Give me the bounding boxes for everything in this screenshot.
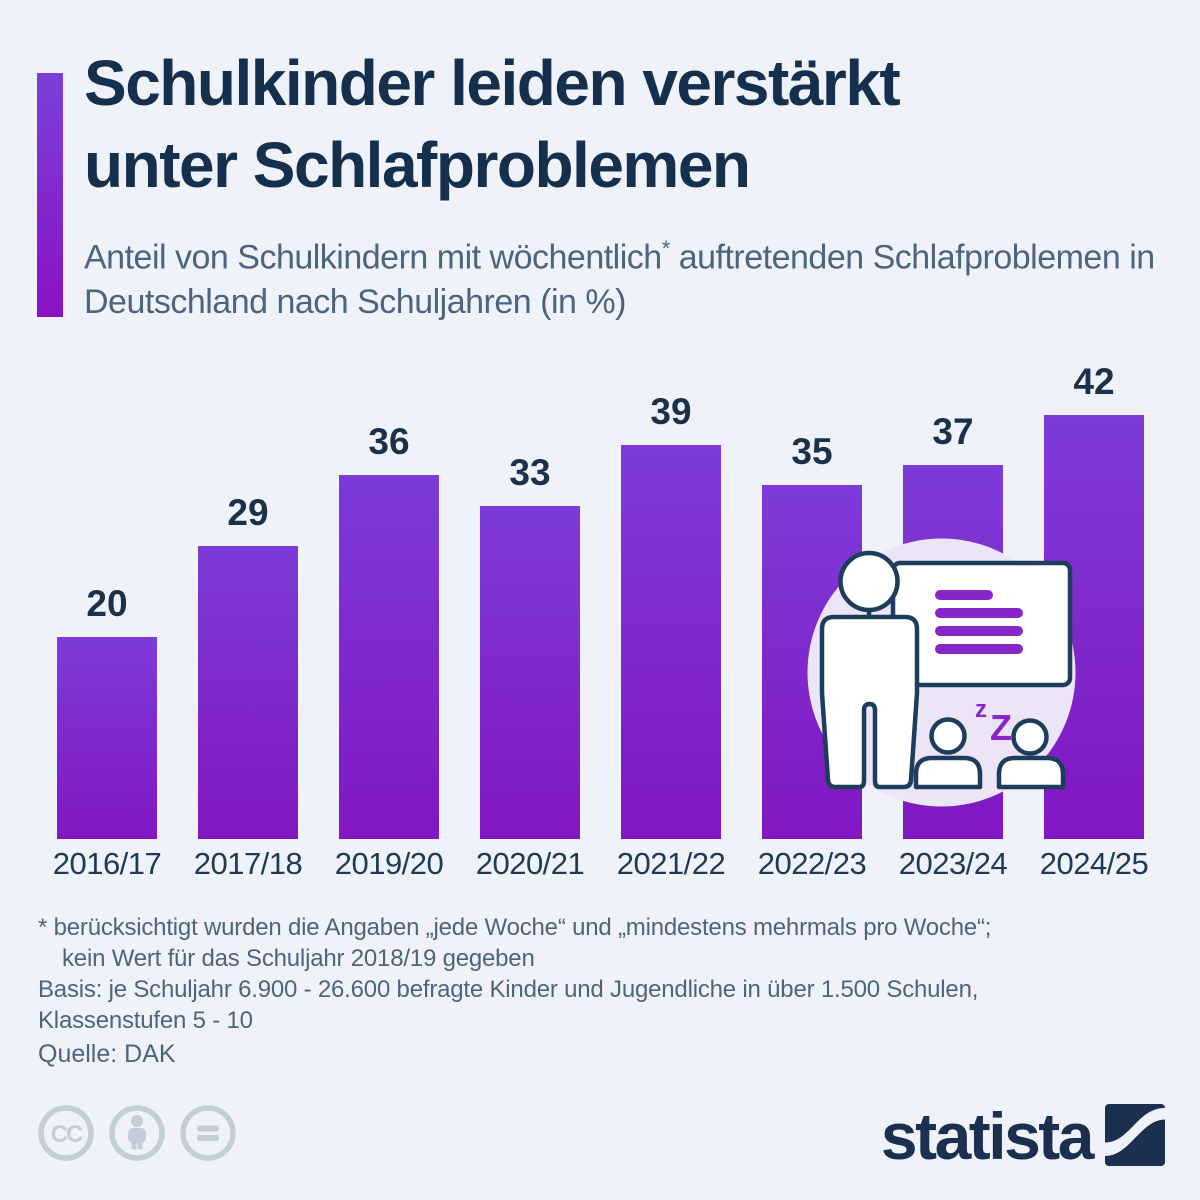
x-axis-label: 2023/24 — [898, 846, 1008, 881]
x-axis-label: 2022/23 — [757, 846, 867, 881]
cc-by-icon[interactable] — [108, 1104, 166, 1162]
svg-text:CC: CC — [51, 1121, 83, 1148]
bar-2016/17 — [57, 637, 157, 839]
x-axis-label: 2019/20 — [334, 846, 444, 881]
bar-value-label: 37 — [932, 411, 974, 452]
teacher-figure — [819, 550, 920, 790]
bar-value-label: 20 — [86, 583, 128, 624]
bar-2019/20 — [339, 475, 439, 839]
cc-icon[interactable]: CC — [37, 1104, 95, 1162]
statista-logo-mark[interactable] — [1105, 1104, 1165, 1166]
subtitle-text: Anteil von Schulkindern mit wöchentlich — [84, 238, 662, 277]
zzz-icon: z Z — [975, 696, 1012, 748]
x-axis-label: 2020/21 — [475, 846, 585, 881]
cc-nd-icon[interactable] — [179, 1104, 237, 1162]
svg-text:Z: Z — [990, 707, 1012, 748]
footnote-line-4: Klassenstufen 5 - 10 — [38, 1007, 253, 1034]
bar-value-label: 35 — [791, 431, 833, 472]
bar-2017/18 — [198, 546, 298, 839]
page-subtitle: Anteil von Schulkindern mit wöchentlich*… — [84, 226, 1200, 325]
x-axis-label: 2021/22 — [616, 846, 726, 881]
footnote-line-2: kein Wert für das Schuljahr 2018/19 gege… — [62, 945, 535, 972]
statista-wordmark[interactable]: statista — [880, 1099, 1095, 1173]
page-title: Schulkinder leiden verstärkt unter Schlaf… — [84, 42, 901, 206]
license-icon-row: CC — [37, 1104, 237, 1162]
x-axis-label: 2024/25 — [1039, 846, 1149, 881]
title-accent-bar — [37, 73, 63, 317]
bar-value-label: 29 — [227, 492, 269, 533]
source-label: Quelle: DAK — [38, 1040, 176, 1068]
footnote-line-3: Basis: je Schuljahr 6.900 - 26.600 befra… — [38, 976, 979, 1003]
bar-value-label: 33 — [509, 452, 551, 493]
svg-text:z: z — [975, 696, 987, 723]
footnote: * berücksichtigt wurden die Angaben „jed… — [38, 912, 991, 1036]
bar-value-label: 36 — [368, 421, 410, 462]
title-line-2: unter Schlafproblemen — [84, 129, 751, 201]
x-axis-label: 2016/17 — [52, 846, 162, 881]
bar-value-label: 42 — [1073, 361, 1115, 402]
bar-value-label: 39 — [650, 391, 692, 432]
title-line-1: Schulkinder leiden verstärkt — [84, 47, 901, 119]
bar-2020/21 — [480, 506, 580, 839]
subtitle-asterisk: * — [661, 236, 671, 261]
teacher-presentation-illustration: z Z — [807, 538, 1076, 807]
whiteboard — [890, 560, 1073, 688]
footnote-line-1: * berücksichtigt wurden die Angaben „jed… — [38, 914, 992, 941]
whiteboard-text-lines — [935, 590, 1023, 654]
sleeping-students — [913, 717, 1066, 790]
bar-2021/22 — [621, 445, 721, 839]
subtitle-text-2: auftretenden Schlafproblemen in Deutschl… — [84, 238, 1155, 322]
x-axis-label: 2017/18 — [193, 846, 303, 881]
